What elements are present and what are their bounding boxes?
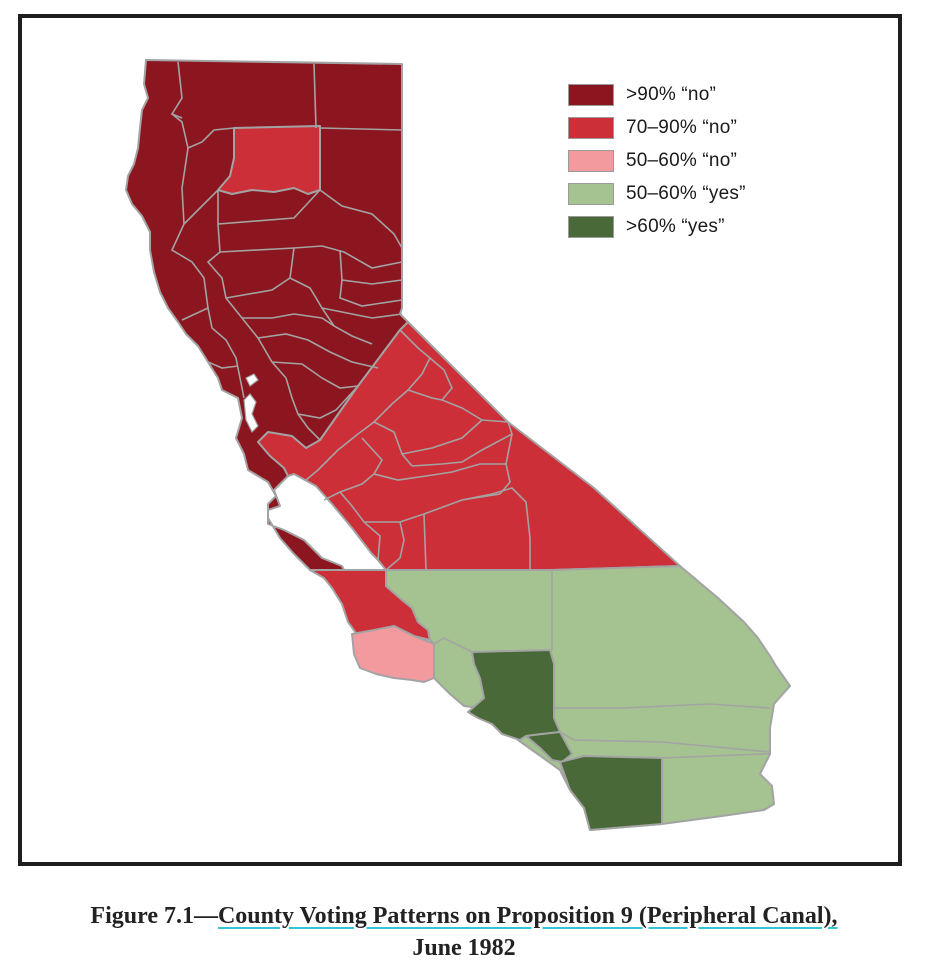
- legend-swatch: [568, 215, 614, 238]
- legend-item: >90% “no”: [568, 78, 746, 111]
- region-los-angeles: [467, 649, 561, 741]
- legend-swatch: [568, 182, 614, 205]
- region-orange: [525, 731, 573, 763]
- region-santa-barbara: [351, 625, 435, 683]
- region-central-counties: [257, 321, 681, 571]
- caption-date: June 1982: [412, 935, 516, 961]
- legend-item: 70–90% “no”: [568, 111, 746, 144]
- caption-title-link[interactable]: County Voting Patterns on Proposition 9 …: [217, 903, 838, 929]
- caption-line-1: Figure 7.1—County Voting Patterns on Pro…: [0, 900, 928, 932]
- legend-label: >90% “no”: [626, 83, 716, 105]
- legend: >90% “no” 70–90% “no” 50–60% “no” 50–60%…: [568, 78, 746, 243]
- legend-label: 50–60% “yes”: [626, 182, 746, 204]
- region-san-diego: [559, 755, 663, 831]
- map-frame: >90% “no” 70–90% “no” 50–60% “no” 50–60%…: [18, 14, 902, 866]
- figure-caption: Figure 7.1—County Voting Patterns on Pro…: [0, 900, 928, 964]
- caption-prefix: Figure 7.1—: [90, 903, 218, 929]
- legend-swatch: [568, 83, 614, 106]
- county-boundaries: [170, 61, 771, 824]
- legend-label: 70–90% “no”: [626, 116, 737, 138]
- legend-swatch: [568, 116, 614, 139]
- legend-label: 50–60% “no”: [626, 149, 737, 171]
- san-francisco-bay: [243, 373, 259, 434]
- legend-item: >60% “yes”: [568, 210, 746, 243]
- legend-label: >60% “yes”: [626, 215, 725, 237]
- legend-swatch: [568, 149, 614, 172]
- region-shasta: [217, 125, 321, 195]
- legend-item: 50–60% “no”: [568, 144, 746, 177]
- california-county-map: [125, 59, 791, 831]
- legend-item: 50–60% “yes”: [568, 177, 746, 210]
